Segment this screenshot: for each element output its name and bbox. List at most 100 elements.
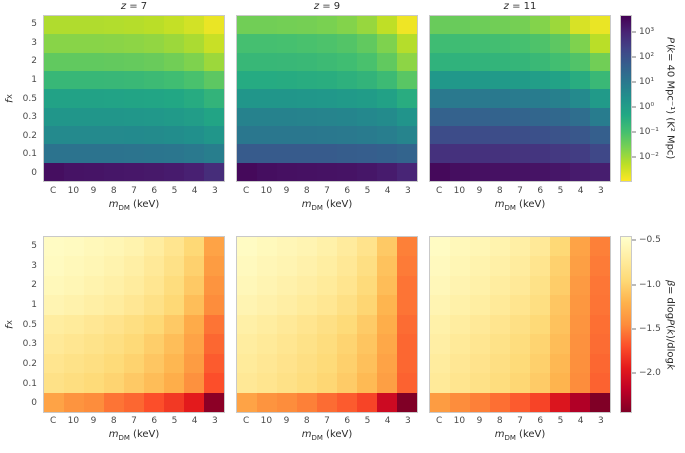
heatmap-cell [257,373,277,393]
heatmap-cell [277,126,297,145]
heatmap-cell [297,237,317,257]
colorbar-tick-label: 10³ [639,27,655,38]
heatmap-cell [297,295,317,315]
colorbar-tick-label: 10¹ [639,77,655,88]
heatmap-cell [530,71,550,90]
heatmap-cell [44,392,64,412]
heatmap-cell [530,52,550,71]
heatmap-cell [84,392,104,412]
heatmap-cell [490,237,510,257]
x-tick-label: 6 [344,416,351,426]
heatmap-cell [144,256,164,276]
heatmap-cell [490,392,510,412]
heatmap-cell [397,314,417,335]
heatmap-cell [377,71,397,90]
heatmap-cell [64,52,84,71]
heatmap-cell [277,334,297,354]
heatmap-cell [104,334,124,354]
label-segment: DM [311,434,323,442]
heatmap-cell [590,34,610,53]
heatmap-cell [550,162,570,181]
heatmap-cell [104,34,124,53]
heatmap-cell [570,52,590,71]
colorbar-beta-ticks: −0.5 −1.0 −1.5 −2.0 [632,235,680,413]
heatmap-cell [44,126,64,145]
heatmap-cell [510,256,530,276]
heatmap-cell [44,373,64,393]
x-tick-label: 3 [405,416,411,426]
heatmap-cell [470,71,490,90]
heatmap-cell [490,126,510,145]
x-tick-label: 4 [577,416,584,426]
heatmap-cell [377,275,397,296]
colorbar-tick-mark [632,284,636,286]
heatmap-cell [277,256,297,276]
heatmap-cell [184,392,204,412]
heatmap-cell [377,334,397,354]
y-tick-label: 0.2 [22,358,37,369]
x-tick-label: 10 [260,186,273,196]
heatmap-cell [450,144,470,163]
heatmap-cell [450,71,470,90]
x-tick-label: 7 [517,416,523,426]
heatmap-cell [297,353,317,374]
heatmap-cell [550,237,570,257]
heatmap-cell [510,52,530,71]
heatmap-cell [277,71,297,90]
heatmap-cell [357,334,377,354]
x-tick-label: 5 [364,186,371,196]
heatmap-cell [184,34,204,53]
heatmap-cell [570,89,590,108]
heatmap-cell [357,392,377,412]
heatmap-cell [84,353,104,374]
x-tick-label: C [242,186,250,196]
heatmap-cell [144,353,164,374]
heatmap-cell [357,34,377,53]
heatmap-cell [377,373,397,393]
heatmap-cell [550,126,570,145]
heatmap-cell [124,237,144,257]
heatmap-cell [450,314,470,335]
heatmap-cell [237,295,257,315]
heatmap-cell [397,373,417,393]
heatmap-cell [124,52,144,71]
heatmap-cell [510,144,530,163]
heatmap-cell [550,373,570,393]
heatmap-cell [144,144,164,163]
heatmap-cell [124,353,144,374]
heatmap-cell [570,392,590,412]
heatmap-cell [450,237,470,257]
label-segment: z [313,1,320,12]
heatmap-cell [337,295,357,315]
heatmap-cell [104,275,124,296]
x-axis-ticks: C 10 9 8 7 6 5 4 3 [43,186,225,198]
y-tick-label: 0.1 [22,378,37,389]
heatmap-cell [470,126,490,145]
heatmap-cell [590,295,610,315]
heatmap-cell [490,373,510,393]
heatmap-cell [357,353,377,374]
heatmap-cell [144,52,164,71]
heatmap-cell [450,295,470,315]
heatmap-cell [470,275,490,296]
heatmap-cell [237,392,257,412]
heatmap-cell [397,34,417,53]
heatmap-cell [357,144,377,163]
x-tick-label: C [49,416,57,426]
heatmap-cell [184,334,204,354]
heatmap-cell [430,237,450,257]
heatmap-cell [64,295,84,315]
heatmap-cell [570,237,590,257]
heatmap-cell [64,89,84,108]
heatmap-cell [530,126,550,145]
heatmap-cell [317,392,337,412]
panel-title-z7: z = 7 [43,0,225,14]
x-tick-label: 7 [517,186,523,196]
heatmap-cell [257,334,277,354]
label-segment: m [494,199,505,210]
heatmap-cell [64,314,84,335]
heatmap-cell [204,71,224,90]
heatmap-cell [397,256,417,276]
colorbar-tick-mark [632,131,636,133]
heatmap-cell [337,256,357,276]
